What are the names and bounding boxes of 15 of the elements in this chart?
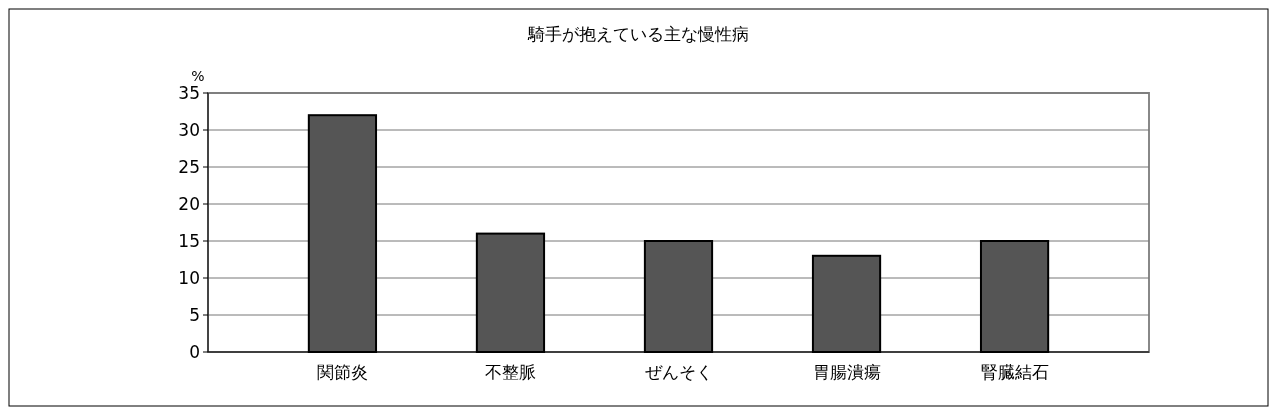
y-tick-label: 25: [178, 156, 200, 177]
x-tick-label: 関節炎: [316, 362, 368, 382]
y-tick-label: 35: [178, 82, 200, 103]
chart-title: 騎手が抱えている主な慢性病: [527, 24, 749, 44]
y-axis-title: %: [191, 68, 205, 84]
y-tick-label: 20: [178, 193, 200, 214]
x-tick-label: 胃腸潰瘍: [812, 362, 881, 382]
y-tick-label: 30: [178, 119, 200, 140]
y-tick-label: 5: [189, 304, 200, 325]
x-tick-label: 不整脈: [484, 362, 536, 382]
x-tick-label: ぜんそく: [644, 362, 713, 382]
y-tick-label: 10: [178, 267, 200, 288]
y-tick-label: 0: [189, 341, 200, 362]
y-tick-label: 15: [178, 230, 200, 251]
x-tick-label: 腎臓結石: [980, 362, 1049, 382]
